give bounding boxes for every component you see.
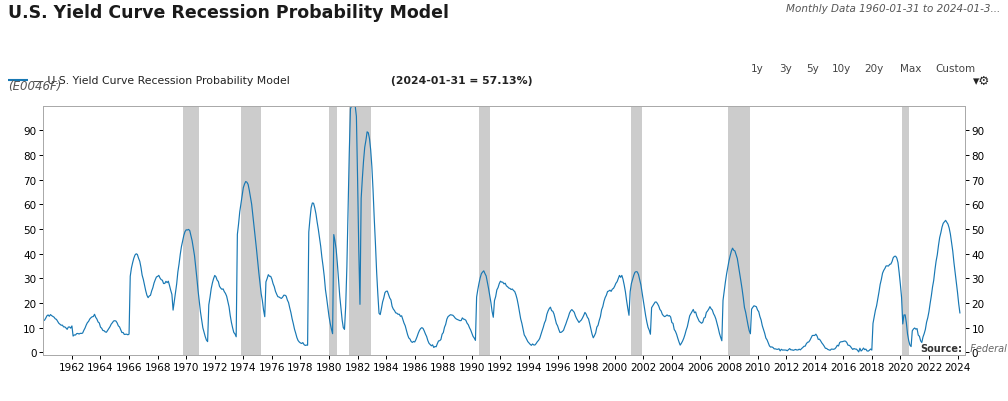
Text: 1y: 1y bbox=[751, 64, 764, 74]
Text: Source:: Source: bbox=[920, 343, 963, 353]
Text: (2024-01-31 = 57.13%): (2024-01-31 = 57.13%) bbox=[391, 76, 532, 86]
Text: Federal Reserve Bank of New York: Federal Reserve Bank of New York bbox=[964, 343, 1008, 353]
Bar bbox=[728, 106, 750, 355]
Bar bbox=[479, 106, 490, 355]
Text: Custom: Custom bbox=[935, 64, 976, 74]
Bar bbox=[182, 106, 200, 355]
Text: 3y: 3y bbox=[779, 64, 792, 74]
Bar bbox=[350, 106, 371, 355]
Text: ▾⚙: ▾⚙ bbox=[973, 75, 990, 87]
Bar bbox=[329, 106, 338, 355]
Text: 10y: 10y bbox=[832, 64, 851, 74]
Text: — U.S. Yield Curve Recession Probability Model: — U.S. Yield Curve Recession Probability… bbox=[33, 76, 293, 86]
Bar bbox=[901, 106, 908, 355]
Text: (E0046F): (E0046F) bbox=[8, 80, 61, 93]
Text: 20y: 20y bbox=[864, 64, 883, 74]
Text: 5y: 5y bbox=[806, 64, 820, 74]
Bar bbox=[241, 106, 261, 355]
Text: Monthly Data 1960-01-31 to 2024-01-3...: Monthly Data 1960-01-31 to 2024-01-3... bbox=[785, 4, 1000, 14]
Text: U.S. Yield Curve Recession Probability Model: U.S. Yield Curve Recession Probability M… bbox=[8, 4, 450, 22]
Bar bbox=[631, 106, 642, 355]
Text: Max: Max bbox=[900, 64, 921, 74]
